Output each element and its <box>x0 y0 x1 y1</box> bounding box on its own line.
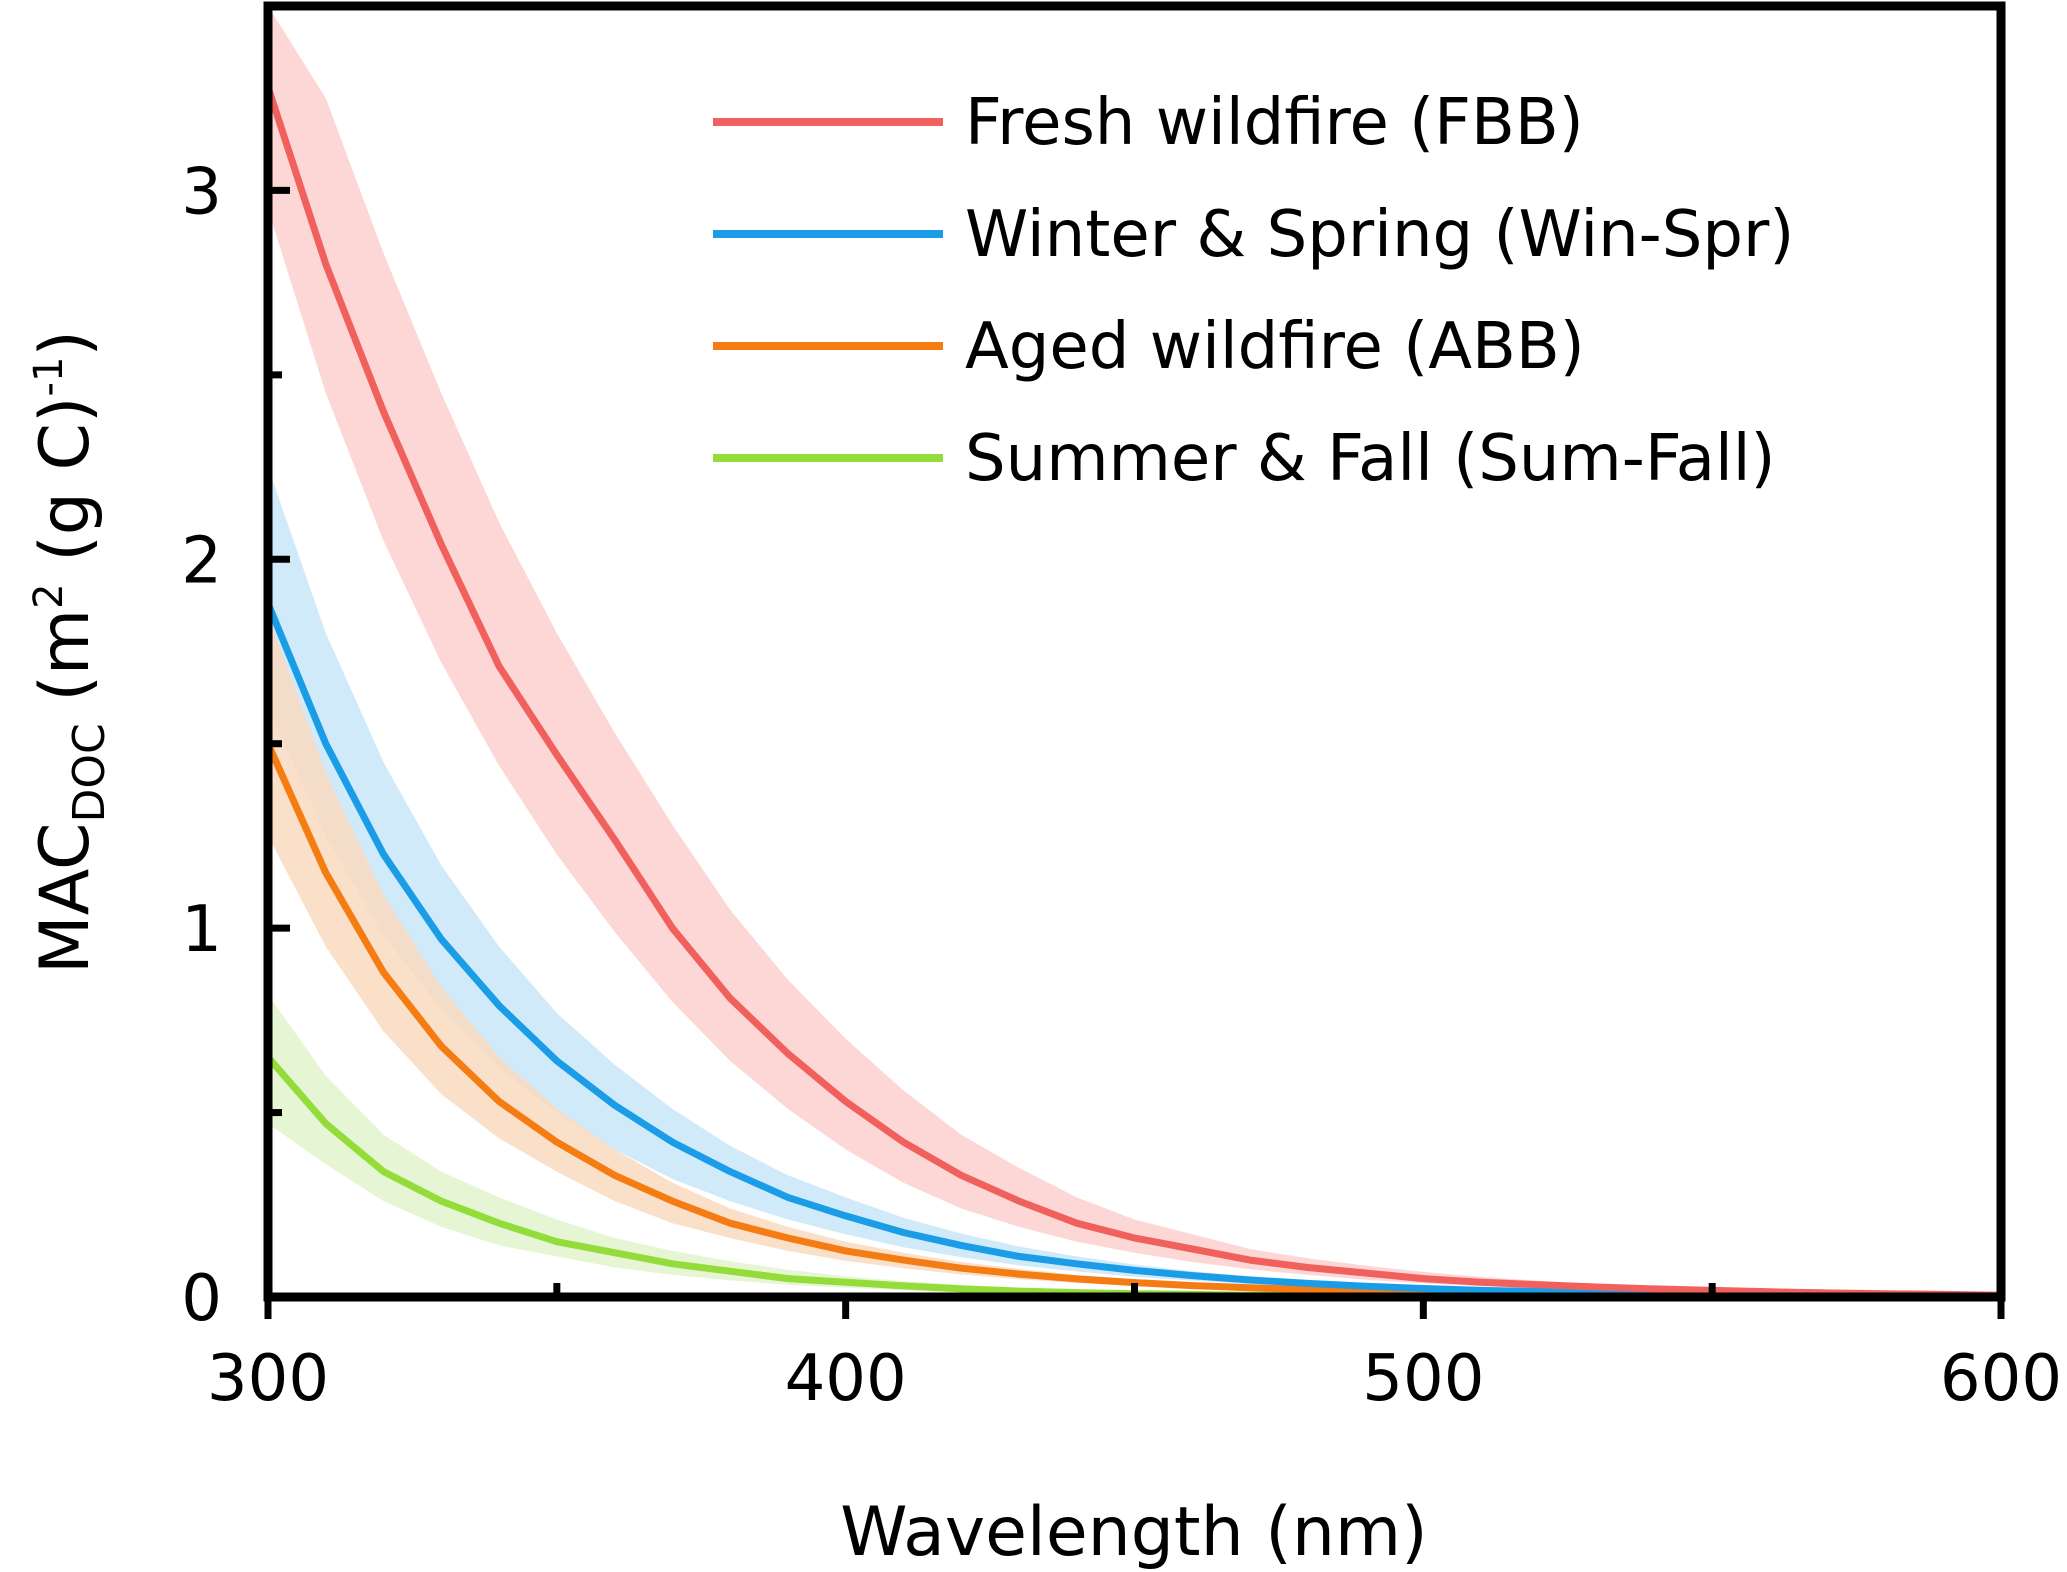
y-tick-labels: 0 1 2 3 <box>181 155 222 1336</box>
x-tick-label: 600 <box>1940 1342 2062 1416</box>
uncertainty-bands <box>268 6 2001 1297</box>
legend-label: Aged wildfire (ABB) <box>965 310 1585 384</box>
y-axis-title-main: MAC <box>26 822 105 973</box>
y-tick-label: 2 <box>181 524 222 598</box>
y-axis-title-unit-start: (m <box>26 609 105 723</box>
y-axis-title-unit-sup2: -1 <box>26 357 72 397</box>
band-fresh-wildfire-fbb <box>268 6 2001 1296</box>
legend-item-aged-wildfire-abb: Aged wildfire (ABB) <box>713 310 1585 384</box>
x-tick-label: 300 <box>207 1342 329 1416</box>
y-tick-label: 1 <box>181 893 222 967</box>
legend: Fresh wildfire (FBB) Winter & Spring (Win… <box>713 86 1794 496</box>
x-tick-labels: 300 400 500 600 <box>207 1342 2062 1416</box>
legend-label: Summer & Fall (Sum-Fall) <box>965 422 1776 496</box>
y-tick-label: 0 <box>181 1262 222 1336</box>
y-axis-title-unit-sup: 2 <box>26 583 72 608</box>
legend-label: Fresh wildfire (FBB) <box>965 86 1584 160</box>
y-axis-title-unit-end: ) <box>26 330 105 357</box>
x-axis-title: Wavelength (nm) <box>840 1493 1427 1572</box>
legend-label: Winter & Spring (Win-Spr) <box>965 198 1794 272</box>
legend-item-summer-fall-sum-fall: Summer & Fall (Sum-Fall) <box>713 422 1776 496</box>
y-axis-title-unit-mid: (g C) <box>26 396 105 583</box>
y-axis-title: MACDOC (m2 (g C)-1) <box>26 330 115 974</box>
legend-item-winter-spring-win-spr: Winter & Spring (Win-Spr) <box>713 198 1794 272</box>
axis-ticks <box>264 186 2005 1319</box>
legend-item-fresh-wildfire-fbb: Fresh wildfire (FBB) <box>713 86 1584 160</box>
y-axis-title-subscript: DOC <box>64 723 115 822</box>
y-tick-label: 3 <box>181 155 222 229</box>
x-tick-label: 500 <box>1362 1342 1484 1416</box>
x-tick-label: 400 <box>785 1342 907 1416</box>
